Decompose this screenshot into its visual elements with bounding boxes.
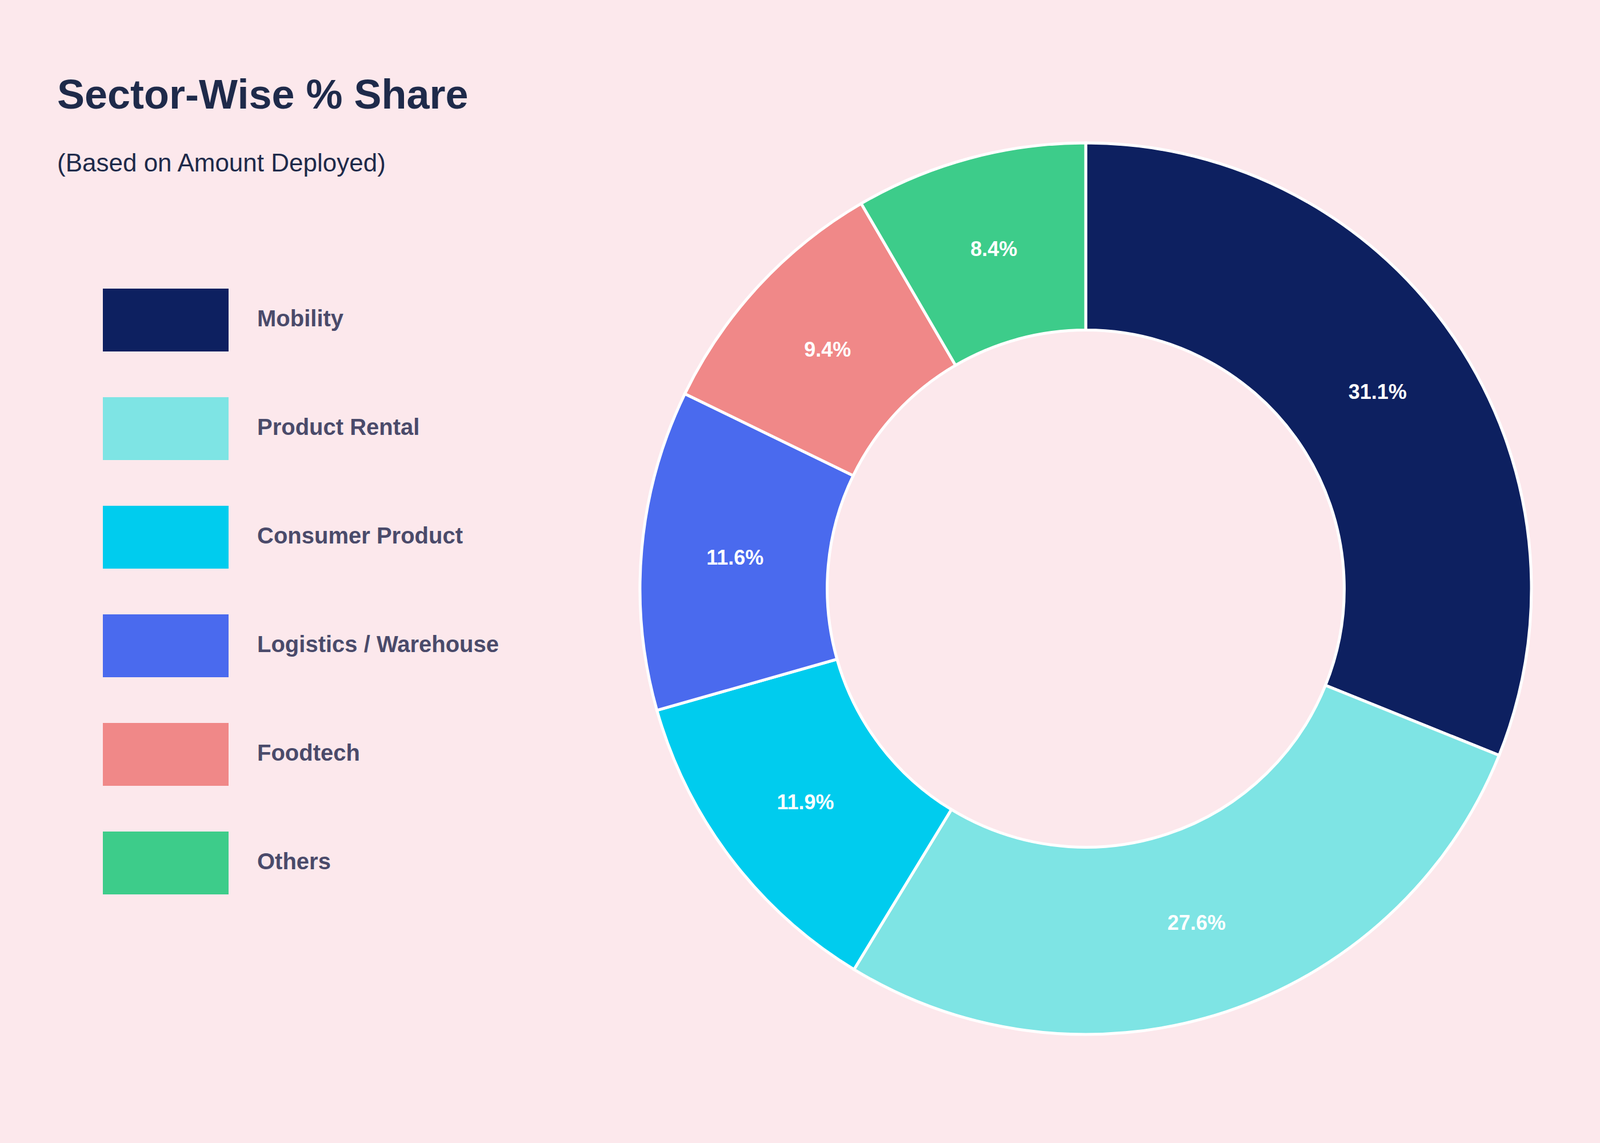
donut-slice <box>861 142 1086 366</box>
legend-swatch <box>102 397 229 460</box>
legend-swatch <box>102 614 229 678</box>
chart-container: Sector-Wise % Share (Based on Amount Depl… <box>0 0 1600 1143</box>
data-label: 27.6% <box>1167 910 1226 935</box>
legend-label: Product Rental <box>257 414 420 440</box>
data-label: 11.6% <box>706 545 764 570</box>
donut-slice <box>657 658 952 970</box>
donut <box>640 142 1532 1035</box>
donut-slice <box>1085 142 1532 756</box>
donut-slice <box>854 685 1500 1035</box>
legend-label: Foodtech <box>257 740 360 766</box>
legend-swatch <box>102 831 229 895</box>
data-label: 11.9% <box>777 790 835 814</box>
legend-label: Consumer Product <box>257 522 463 548</box>
title: Sector-Wise % Share <box>57 71 469 118</box>
data-labels: 31.1% 27.6% 11.9% 11.6% 9.4% 8.4% <box>706 237 1407 935</box>
subtitle: (Based on Amount Deployed) <box>57 148 386 177</box>
legend: Mobility Product Rental Consumer Product Lo… <box>102 288 499 895</box>
background <box>0 0 1600 1143</box>
legend-swatch <box>102 722 229 786</box>
legend-label: Logistics / Warehouse <box>257 631 499 657</box>
legend-swatch <box>102 288 229 352</box>
legend-label: Mobility <box>257 305 344 331</box>
data-label: 31.1% <box>1348 380 1407 404</box>
legend-label: Others <box>257 848 331 874</box>
chart: Sector-Wise % Share (Based on Amount Depl… <box>0 0 1600 1143</box>
legend-swatch <box>102 505 229 569</box>
data-label: 9.4% <box>804 337 851 362</box>
data-label: 8.4% <box>970 237 1018 261</box>
